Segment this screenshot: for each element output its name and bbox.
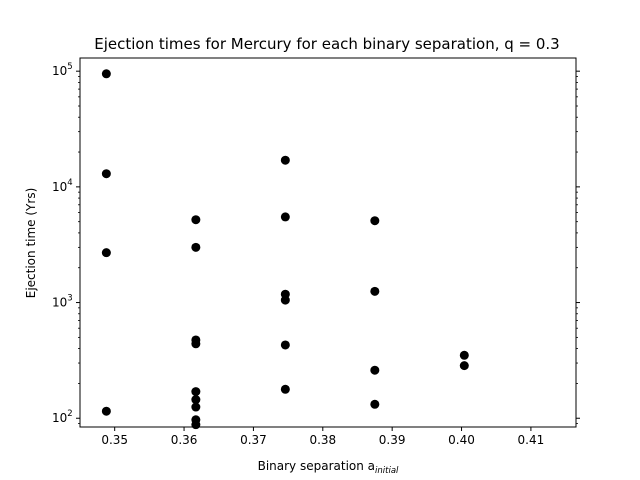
data-point: [191, 420, 201, 430]
data-point: [101, 248, 111, 258]
data-point: [459, 361, 469, 371]
data-point: [191, 242, 201, 252]
data-point: [280, 340, 290, 350]
data-point: [370, 216, 380, 226]
data-points: [101, 69, 469, 430]
data-point: [101, 406, 111, 416]
y-tick-label: 103: [52, 294, 73, 310]
x-tick-label: 0.35: [101, 433, 128, 447]
data-point: [101, 169, 111, 179]
data-point: [459, 350, 469, 360]
plot-frame: [79, 57, 577, 428]
data-point: [370, 399, 380, 409]
y-tick-label: 105: [52, 62, 73, 78]
data-point: [280, 295, 290, 305]
data-point: [280, 384, 290, 394]
data-point: [191, 215, 201, 225]
x-tick-label: 0.39: [379, 433, 406, 447]
y-tick-label: 104: [52, 178, 73, 194]
data-point: [280, 212, 290, 222]
data-point: [191, 402, 201, 412]
data-point: [191, 339, 201, 349]
x-tick-label: 0.38: [309, 433, 336, 447]
x-tick-label: 0.36: [171, 433, 198, 447]
x-tick-label: 0.41: [518, 433, 545, 447]
x-axis-label-subscript: initial: [375, 466, 399, 476]
chart-title: Ejection times for Mercury for each bina…: [94, 35, 559, 53]
data-point: [280, 155, 290, 165]
data-point: [101, 69, 111, 79]
data-point: [370, 286, 380, 296]
data-point: [191, 395, 201, 405]
x-axis-label-main: Binary separation a: [258, 459, 375, 473]
y-tick-label: 102: [52, 409, 73, 425]
data-point: [191, 387, 201, 397]
x-tick-label: 0.40: [448, 433, 475, 447]
x-tick-label: 0.37: [240, 433, 267, 447]
axis-ticks: 0.35 0.36 0.37 0.38 0.39 0.40 0.41 102 103 104 105: [52, 62, 580, 447]
y-axis-label: Ejection time (Yrs): [24, 188, 38, 299]
x-axis-label: Binary separation ainitial: [258, 459, 399, 476]
data-point: [370, 365, 380, 375]
